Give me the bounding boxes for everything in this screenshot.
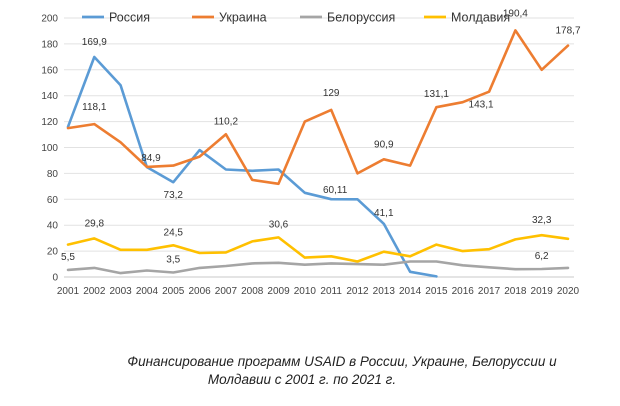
data-label: 29,8 <box>85 218 105 229</box>
series-lines <box>66 29 570 278</box>
legend: Россия Украина Белоруссия Молдавия <box>82 11 510 25</box>
gridlines <box>64 17 574 278</box>
data-label: 41,1 <box>374 208 394 219</box>
x-tick-label: 2005 <box>162 286 185 297</box>
legend-label: Украина <box>219 11 267 25</box>
x-tick-label: 2012 <box>346 286 369 297</box>
series-line-1 <box>66 29 570 186</box>
x-tick-label: 2007 <box>215 286 238 297</box>
data-label: 3,5 <box>166 254 180 265</box>
data-label: 178,7 <box>555 26 580 37</box>
data-label: 131,1 <box>424 89 449 100</box>
y-tick-label: 100 <box>41 143 58 154</box>
x-tick-label: 2016 <box>452 286 475 297</box>
data-label: 90,9 <box>374 139 394 150</box>
data-label: 30,6 <box>269 219 289 230</box>
x-tick-label: 2009 <box>267 286 290 297</box>
y-tick-label: 40 <box>47 221 59 232</box>
legend-label: Молдавия <box>451 11 510 25</box>
series-line-0 <box>66 55 438 278</box>
y-tick-label: 80 <box>47 169 59 180</box>
x-tick-label: 2015 <box>425 286 448 297</box>
y-tick-label: 160 <box>41 65 58 76</box>
data-label: 32,3 <box>532 215 552 226</box>
data-label: 190,4 <box>503 8 528 19</box>
y-tick-label: 180 <box>41 39 58 50</box>
x-tick-label: 2018 <box>504 286 527 297</box>
x-tick-label: 2020 <box>557 286 580 297</box>
x-tick-label: 2006 <box>188 286 211 297</box>
data-label: 73,2 <box>164 190 184 201</box>
data-label: 60,11 <box>323 185 348 196</box>
data-labels: 169,9 73,2 60,11 41,1 118,1 84,9 110,2 129 90,9 1… <box>61 8 581 265</box>
data-label: 6,2 <box>535 251 549 262</box>
series-line-2 <box>66 260 570 275</box>
chart-caption-line-2: Молдавии с 2001 г. по 2021 г. <box>207 372 397 387</box>
data-label: 143,1 <box>469 100 494 111</box>
x-tick-label: 2002 <box>83 286 106 297</box>
legend-label: Россия <box>109 11 150 25</box>
x-axis: 2001 2002 2003 2004 2005 2006 2007 2008 2009 2010… <box>57 286 580 297</box>
y-tick-label: 200 <box>41 14 58 25</box>
data-label: 84,9 <box>141 153 161 164</box>
x-tick-label: 2004 <box>136 286 159 297</box>
chart-caption-line-1: Финансирование программ USAID в России, … <box>127 354 557 369</box>
data-label: 169,9 <box>82 37 107 48</box>
data-label: 118,1 <box>82 102 107 113</box>
line-chart: 0 20 40 60 80 100 120 140 160 180 200 2001 2002 2003… <box>41 8 581 297</box>
x-tick-label: 2010 <box>294 286 317 297</box>
x-tick-label: 2014 <box>399 286 422 297</box>
y-tick-label: 140 <box>41 91 58 102</box>
y-tick-label: 120 <box>41 117 58 128</box>
y-tick-label: 60 <box>47 195 59 206</box>
x-tick-label: 2019 <box>531 286 554 297</box>
data-label: 129 <box>323 88 340 99</box>
x-tick-label: 2013 <box>373 286 396 297</box>
data-label: 110,2 <box>214 116 239 127</box>
y-tick-label: 0 <box>52 273 58 284</box>
data-label: 24,5 <box>164 227 184 238</box>
series-line-3 <box>66 233 570 263</box>
legend-label: Белоруссия <box>327 11 395 25</box>
data-label: 5,5 <box>61 252 75 263</box>
x-tick-label: 2008 <box>241 286 264 297</box>
x-tick-label: 2001 <box>57 286 80 297</box>
x-tick-label: 2003 <box>110 286 133 297</box>
x-tick-label: 2017 <box>478 286 501 297</box>
x-tick-label: 2011 <box>320 286 342 297</box>
y-axis: 0 20 40 60 80 100 120 140 160 180 200 <box>41 14 58 284</box>
y-tick-label: 20 <box>47 247 59 258</box>
